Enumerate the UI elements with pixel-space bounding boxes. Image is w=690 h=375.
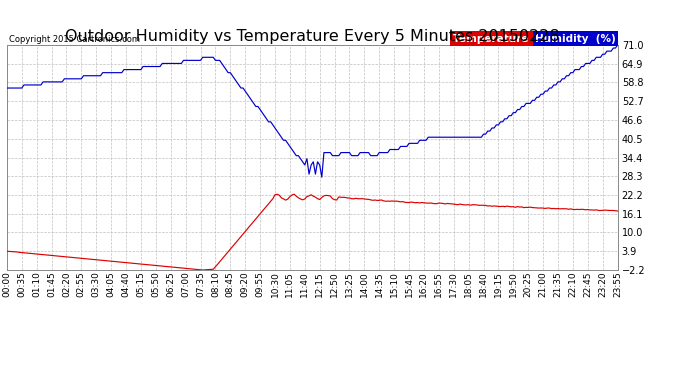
- Title: Outdoor Humidity vs Temperature Every 5 Minutes 20150228: Outdoor Humidity vs Temperature Every 5 …: [65, 29, 560, 44]
- Text: Copyright 2015 Cartronics.com: Copyright 2015 Cartronics.com: [9, 35, 140, 44]
- Text: Temperature (°F): Temperature (°F): [453, 34, 553, 44]
- Text: Humidity  (%): Humidity (%): [535, 34, 616, 44]
